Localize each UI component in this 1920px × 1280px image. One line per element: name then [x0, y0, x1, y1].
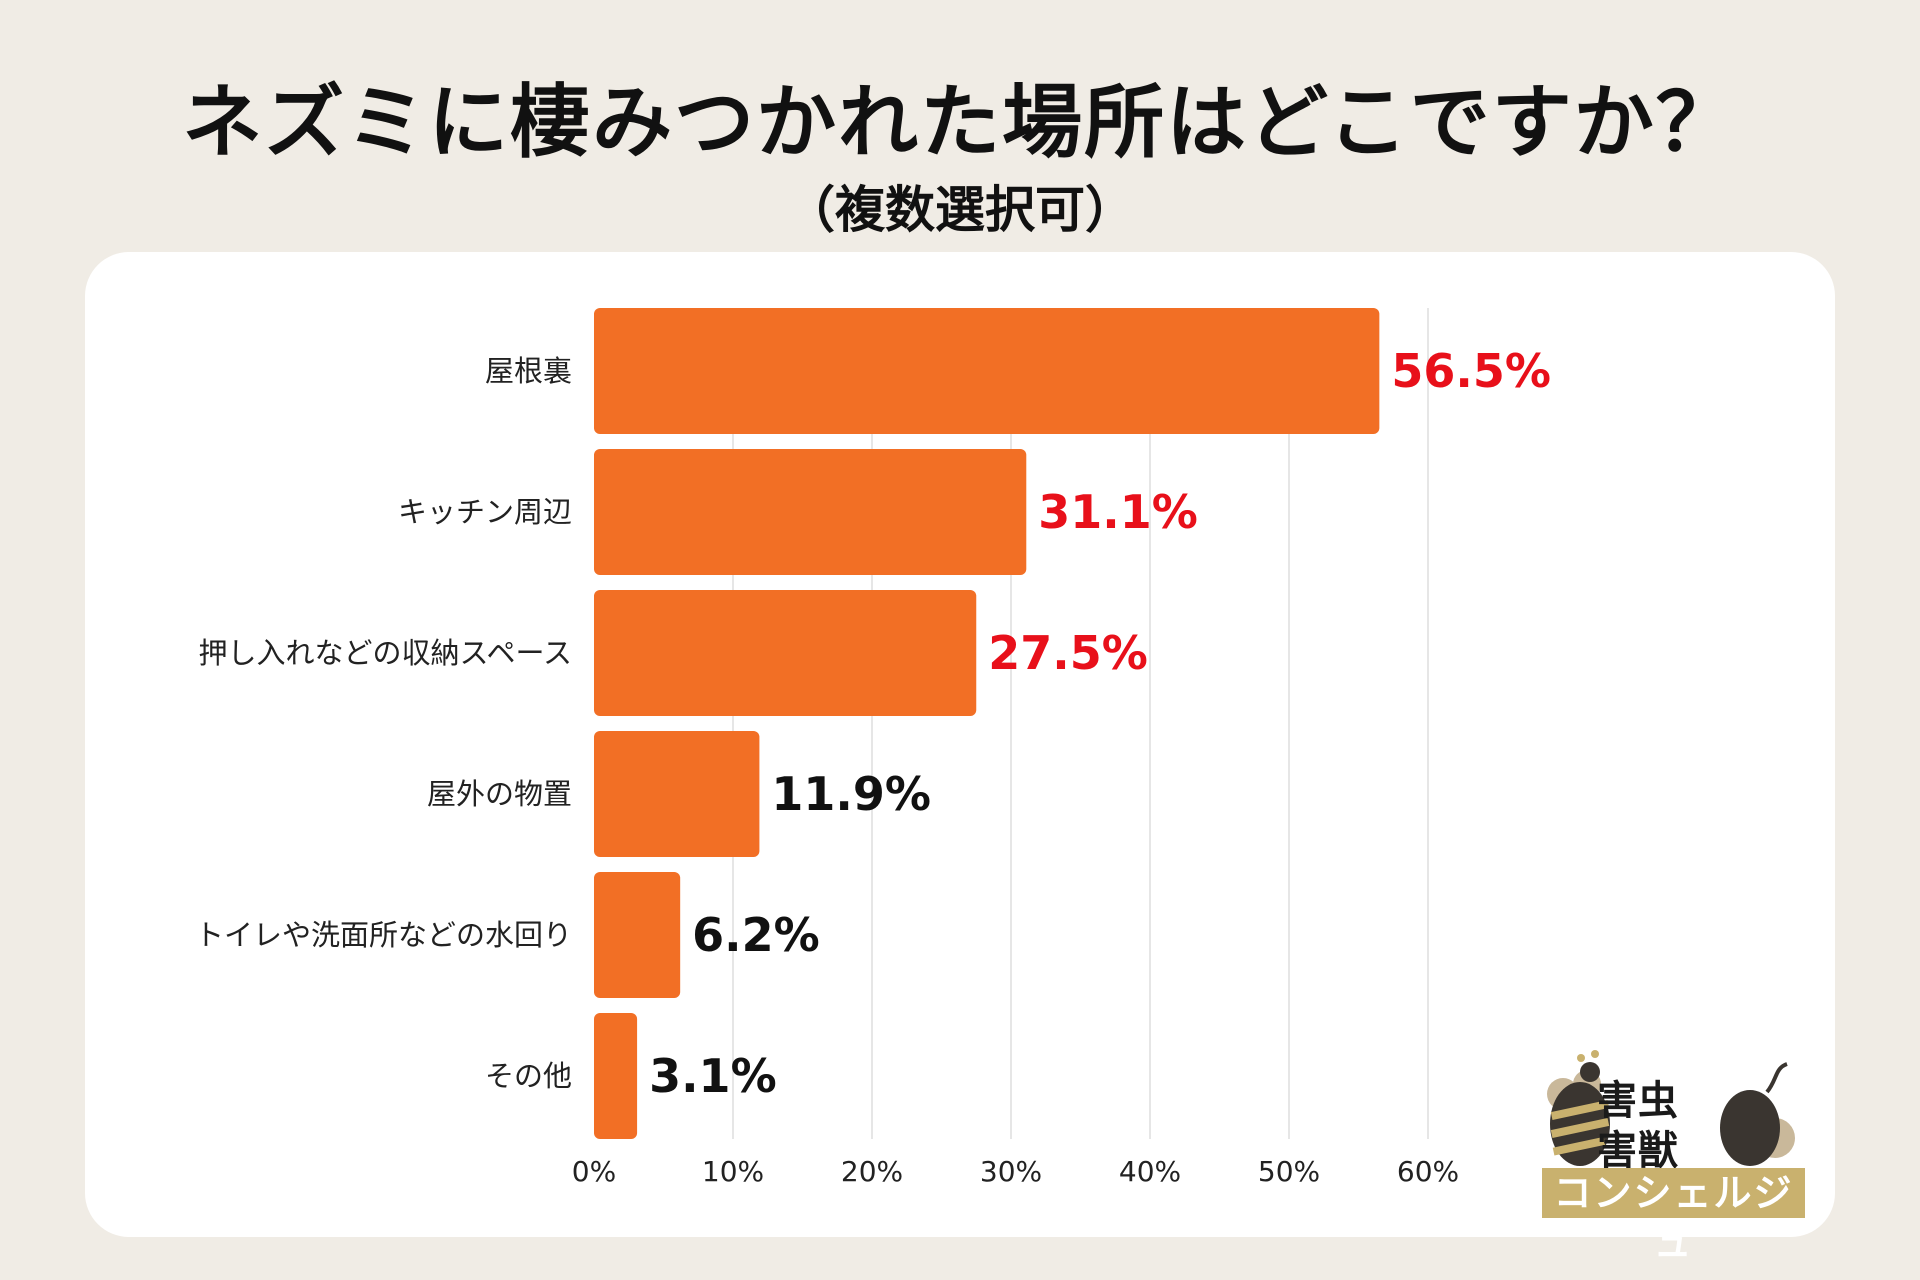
category-label: その他: [485, 1059, 572, 1093]
chart-title: ネズミに棲みつかれた場所はどこですか？: [182, 76, 1738, 169]
bar: [594, 872, 681, 998]
logo-line-1: 害虫: [1597, 1078, 1679, 1124]
category-label: 押し入れなどの収納スペース: [198, 636, 572, 670]
bar: [594, 449, 1027, 575]
logo-line-2: 害獣: [1597, 1128, 1679, 1174]
logo-mascot-icon: [1547, 1050, 1795, 1166]
bar: [594, 308, 1380, 434]
x-tick-label: 50%: [1258, 1155, 1320, 1188]
value-label: 6.2%: [692, 908, 820, 962]
x-tick-label: 40%: [1119, 1155, 1181, 1188]
category-label: トイレや洗面所などの水回り: [195, 918, 572, 952]
x-tick-label: 0%: [572, 1155, 616, 1188]
value-label: 3.1%: [649, 1049, 777, 1103]
x-tick-label: 10%: [702, 1155, 764, 1188]
category-label: 屋外の物置: [427, 777, 572, 811]
value-label: 31.1%: [1038, 485, 1198, 539]
value-label: 11.9%: [771, 767, 931, 821]
x-tick-label: 20%: [841, 1155, 903, 1188]
x-tick-label: 30%: [980, 1155, 1042, 1188]
bar-chart: 0% 10% 20% 30% 40% 50% 60% 屋根裏 56.5% キッチン周辺 31.1% 押…: [195, 308, 1551, 1188]
category-label: キッチン周辺: [398, 495, 572, 529]
chart-subtitle: （複数選択可）: [785, 181, 1135, 239]
value-label: 56.5%: [1391, 344, 1551, 398]
bar: [594, 590, 977, 716]
x-tick-label: 60%: [1397, 1155, 1459, 1188]
category-label: 屋根裏: [485, 354, 572, 388]
value-label: 27.5%: [988, 626, 1148, 680]
bar: [594, 1013, 638, 1139]
bar: [594, 731, 760, 857]
logo-band: コンシェルジュ: [1542, 1168, 1805, 1265]
chart-card: 0% 10% 20% 30% 40% 50% 60% 屋根裏 56.5% キッチン周辺 31.1% 押…: [85, 252, 1835, 1237]
